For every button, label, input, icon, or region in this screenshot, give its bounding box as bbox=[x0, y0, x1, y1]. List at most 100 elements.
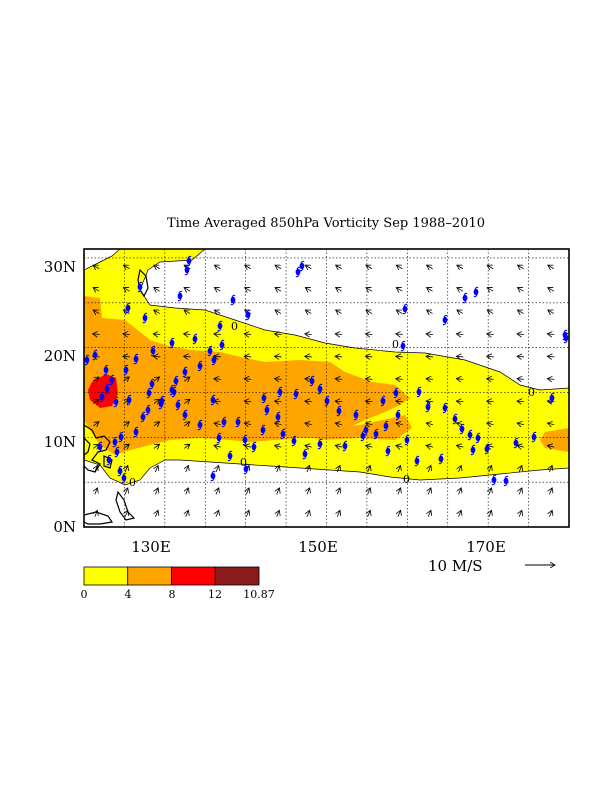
typhoon-icon bbox=[106, 454, 112, 466]
wind-vector-arrow bbox=[335, 379, 343, 380]
wind-vector-arrow bbox=[184, 334, 191, 335]
latitude-labels: 0N 10N 20N 30N bbox=[44, 258, 76, 536]
wind-vector-arrow bbox=[396, 445, 403, 447]
wind-vector-arrow bbox=[184, 422, 190, 426]
wind-vector-arrow bbox=[337, 510, 340, 517]
typhoon-icon bbox=[452, 413, 458, 425]
typhoon-icon bbox=[475, 432, 481, 444]
typhoon-icon bbox=[438, 453, 444, 465]
typhoon-icon bbox=[140, 411, 146, 423]
typhoon-icon bbox=[177, 290, 183, 302]
wind-vector-arrow bbox=[214, 310, 221, 314]
wind-vector-arrow bbox=[549, 465, 552, 473]
contour-label: 0 bbox=[528, 386, 535, 399]
wind-vector-arrow bbox=[487, 401, 494, 402]
wind-vector-arrow bbox=[398, 510, 401, 517]
reference-vector-label: 10 M/S bbox=[428, 557, 483, 575]
typhoon-icon bbox=[400, 340, 406, 352]
wind-vector-arrow bbox=[307, 465, 310, 473]
wind-vector-arrow bbox=[305, 423, 312, 425]
wind-vector-arrow bbox=[275, 356, 282, 357]
wind-vector-arrow bbox=[216, 488, 219, 495]
wind-vector-arrow bbox=[184, 399, 190, 403]
wind-vector-arrow bbox=[336, 310, 342, 314]
wind-vector-arrow bbox=[366, 445, 373, 447]
lon-label-150e: 150E bbox=[298, 538, 338, 556]
typhoon-icon bbox=[192, 333, 198, 345]
lat-label-10n: 10N bbox=[44, 433, 76, 451]
wind-vector-arrow bbox=[487, 423, 494, 425]
typhoon-icon bbox=[169, 337, 175, 349]
vorticity-shade-4-8 bbox=[84, 296, 410, 455]
wind-vector-arrow bbox=[519, 465, 522, 473]
wind-vector-arrow bbox=[337, 488, 340, 495]
typhoon-icon bbox=[197, 360, 203, 372]
wind-vector-arrow bbox=[275, 423, 282, 425]
wind-vector-arrow bbox=[489, 488, 492, 495]
wind-vector-arrow bbox=[305, 356, 312, 357]
wind-vector-arrow bbox=[184, 356, 191, 357]
wind-vector-arrow bbox=[275, 265, 282, 269]
typhoon-icon bbox=[118, 431, 124, 443]
wind-vector-arrow bbox=[489, 465, 492, 473]
typhoon-icon bbox=[125, 302, 131, 314]
wind-vector-arrow bbox=[365, 334, 373, 335]
typhoon-icon bbox=[299, 260, 305, 272]
typhoon-icon bbox=[227, 450, 233, 462]
typhoon-icon bbox=[99, 391, 105, 403]
wind-vector-arrow bbox=[244, 423, 252, 425]
wind-vector-arrow bbox=[246, 510, 249, 517]
colorbar-label: 8 bbox=[169, 588, 176, 601]
reference-vector: 10 M/S bbox=[428, 557, 555, 575]
wind-vector-arrow bbox=[396, 379, 403, 380]
wind-vector-arrow bbox=[244, 356, 252, 357]
wind-vector-arrow bbox=[366, 310, 373, 314]
typhoon-icon bbox=[146, 387, 152, 399]
wind-vector-arrow bbox=[154, 288, 160, 292]
figure-title: Time Averaged 850hPa Vorticity Sep 1988–… bbox=[167, 216, 485, 231]
wind-vector-arrow bbox=[456, 334, 464, 335]
colorbar-swatch bbox=[127, 566, 172, 586]
wind-vector-arrow bbox=[277, 510, 280, 517]
wind-vector-arrow bbox=[153, 377, 160, 381]
typhoon-icon bbox=[414, 455, 420, 467]
typhoon-icon bbox=[175, 399, 181, 411]
lon-label-130e: 130E bbox=[131, 538, 171, 556]
wind-vector-arrow bbox=[428, 510, 431, 517]
typhoon-icon bbox=[219, 339, 225, 351]
typhoon-icon bbox=[459, 423, 465, 435]
wind-vector-arrow bbox=[366, 288, 373, 292]
typhoon-icon bbox=[235, 416, 241, 428]
wind-vector-arrow bbox=[427, 288, 433, 292]
wind-vector-arrow bbox=[547, 379, 555, 380]
wind-vector-arrow bbox=[365, 401, 373, 402]
wind-vector-arrow bbox=[487, 288, 494, 292]
wind-vector-arrow bbox=[489, 510, 492, 517]
wind-vector-arrow bbox=[547, 356, 555, 357]
wind-vector-arrow bbox=[244, 379, 252, 380]
wind-vector-arrow bbox=[457, 288, 464, 292]
typhoon-icon bbox=[84, 354, 90, 366]
wind-vector-arrow bbox=[487, 445, 494, 447]
wind-vector-arrow bbox=[368, 465, 371, 473]
wind-vector-arrow bbox=[155, 465, 158, 473]
typhoon-icon bbox=[324, 395, 330, 407]
wind-vector-arrow bbox=[184, 444, 190, 448]
typhoon-icon bbox=[242, 434, 248, 446]
wind-vector-arrow bbox=[456, 356, 464, 357]
typhoon-icon bbox=[503, 475, 509, 487]
wind-vector-arrow bbox=[335, 334, 343, 335]
wind-vector-arrow bbox=[305, 401, 312, 402]
vorticity-shade-4-8 bbox=[300, 415, 412, 440]
typhoon-icon bbox=[491, 474, 497, 486]
typhoon-icon bbox=[383, 420, 389, 432]
typhoon-icon bbox=[395, 409, 401, 421]
typhoon-icon bbox=[280, 428, 286, 440]
colorbar: 0 4 8 12 10.87 bbox=[81, 566, 275, 601]
wind-vector-arrow bbox=[275, 334, 282, 335]
typhoon-icon bbox=[92, 349, 98, 361]
wind-vector-arrow bbox=[277, 465, 280, 473]
wind-vector-arrow bbox=[336, 265, 342, 269]
wind-vector-arrow bbox=[426, 423, 434, 425]
wind-vector-arrow bbox=[368, 488, 371, 495]
